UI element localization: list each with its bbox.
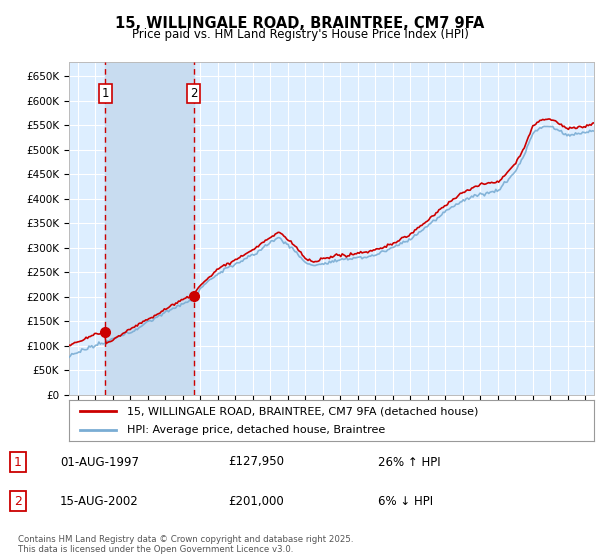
Text: 1: 1	[14, 455, 22, 469]
Text: 2: 2	[190, 87, 197, 100]
Text: 2: 2	[14, 494, 22, 508]
Text: Contains HM Land Registry data © Crown copyright and database right 2025.
This d: Contains HM Land Registry data © Crown c…	[18, 535, 353, 554]
Text: 01-AUG-1997: 01-AUG-1997	[60, 455, 139, 469]
Text: 26% ↑ HPI: 26% ↑ HPI	[378, 455, 440, 469]
Text: HPI: Average price, detached house, Braintree: HPI: Average price, detached house, Brai…	[127, 425, 385, 435]
Text: 15-AUG-2002: 15-AUG-2002	[60, 494, 139, 508]
Text: £201,000: £201,000	[228, 494, 284, 508]
Text: 15, WILLINGALE ROAD, BRAINTREE, CM7 9FA (detached house): 15, WILLINGALE ROAD, BRAINTREE, CM7 9FA …	[127, 407, 478, 417]
Text: 1: 1	[101, 87, 109, 100]
Bar	[106, 62, 194, 395]
Text: £127,950: £127,950	[228, 455, 284, 469]
Text: Price paid vs. HM Land Registry's House Price Index (HPI): Price paid vs. HM Land Registry's House …	[131, 28, 469, 41]
Text: 6% ↓ HPI: 6% ↓ HPI	[378, 494, 433, 508]
Text: 15, WILLINGALE ROAD, BRAINTREE, CM7 9FA: 15, WILLINGALE ROAD, BRAINTREE, CM7 9FA	[115, 16, 485, 31]
